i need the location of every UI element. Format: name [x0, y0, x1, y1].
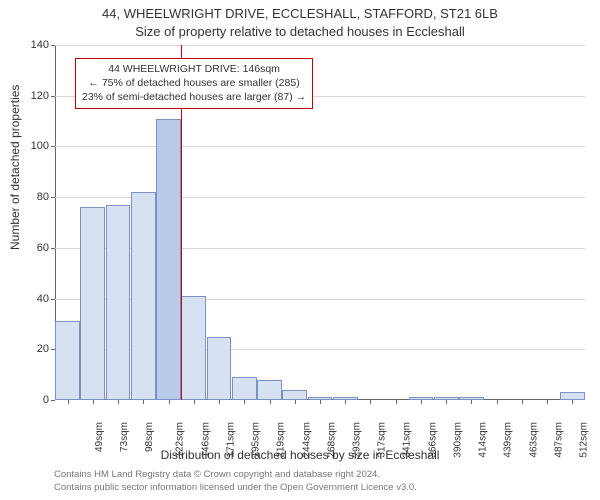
histogram-bar [257, 380, 282, 400]
x-tick [446, 400, 447, 404]
chart-title-sub: Size of property relative to detached ho… [0, 24, 600, 39]
y-tick-label: 20 [37, 343, 55, 355]
plot-area: 02040608010012014049sqm73sqm98sqm122sqm1… [55, 45, 585, 400]
y-tick-label: 120 [31, 90, 55, 102]
y-tick-label: 0 [43, 394, 55, 406]
histogram-bar [55, 321, 80, 400]
histogram-bar [106, 205, 131, 400]
x-tick [497, 400, 498, 404]
x-tick [244, 400, 245, 404]
x-tick [118, 400, 119, 404]
x-tick [522, 400, 523, 404]
x-axis-label: Distribution of detached houses by size … [0, 448, 600, 462]
y-tick-label: 140 [31, 39, 55, 51]
attribution-line: Contains public sector information licen… [54, 482, 417, 494]
x-tick [143, 400, 144, 404]
x-tick [345, 400, 346, 404]
x-tick [547, 400, 548, 404]
x-tick [320, 400, 321, 404]
histogram-bar [131, 192, 156, 400]
x-tick [194, 400, 195, 404]
histogram-bar [207, 337, 232, 400]
gridline-h [55, 45, 585, 46]
histogram-bar [181, 296, 206, 400]
histogram-bar [80, 207, 105, 400]
y-tick-label: 100 [31, 140, 55, 152]
y-tick-label: 80 [37, 191, 55, 203]
x-tick [93, 400, 94, 404]
x-tick [370, 400, 371, 404]
x-tick [68, 400, 69, 404]
annotation-line: ← 75% of detached houses are smaller (28… [82, 76, 306, 90]
attribution-line: Contains HM Land Registry data © Crown c… [54, 469, 417, 481]
y-axis-label: Number of detached properties [8, 85, 22, 250]
histogram-bar [232, 377, 257, 400]
x-tick [270, 400, 271, 404]
annotation-box: 44 WHEELWRIGHT DRIVE: 146sqm← 75% of det… [75, 58, 313, 109]
annotation-line: 23% of semi-detached houses are larger (… [82, 90, 306, 104]
x-tick [219, 400, 220, 404]
y-tick-label: 40 [37, 293, 55, 305]
annotation-line: 44 WHEELWRIGHT DRIVE: 146sqm [82, 62, 306, 76]
histogram-bar [156, 119, 181, 400]
y-tick-label: 60 [37, 242, 55, 254]
chart-title-main: 44, WHEELWRIGHT DRIVE, ECCLESHALL, STAFF… [0, 6, 600, 21]
x-tick [295, 400, 296, 404]
chart-container: 44, WHEELWRIGHT DRIVE, ECCLESHALL, STAFF… [0, 0, 600, 500]
x-tick [421, 400, 422, 404]
x-tick [396, 400, 397, 404]
histogram-bar [282, 390, 307, 400]
histogram-bar [560, 392, 585, 400]
gridline-h [55, 146, 585, 147]
x-tick [471, 400, 472, 404]
attribution-text: Contains HM Land Registry data © Crown c… [54, 469, 417, 494]
x-tick [572, 400, 573, 404]
x-tick [169, 400, 170, 404]
